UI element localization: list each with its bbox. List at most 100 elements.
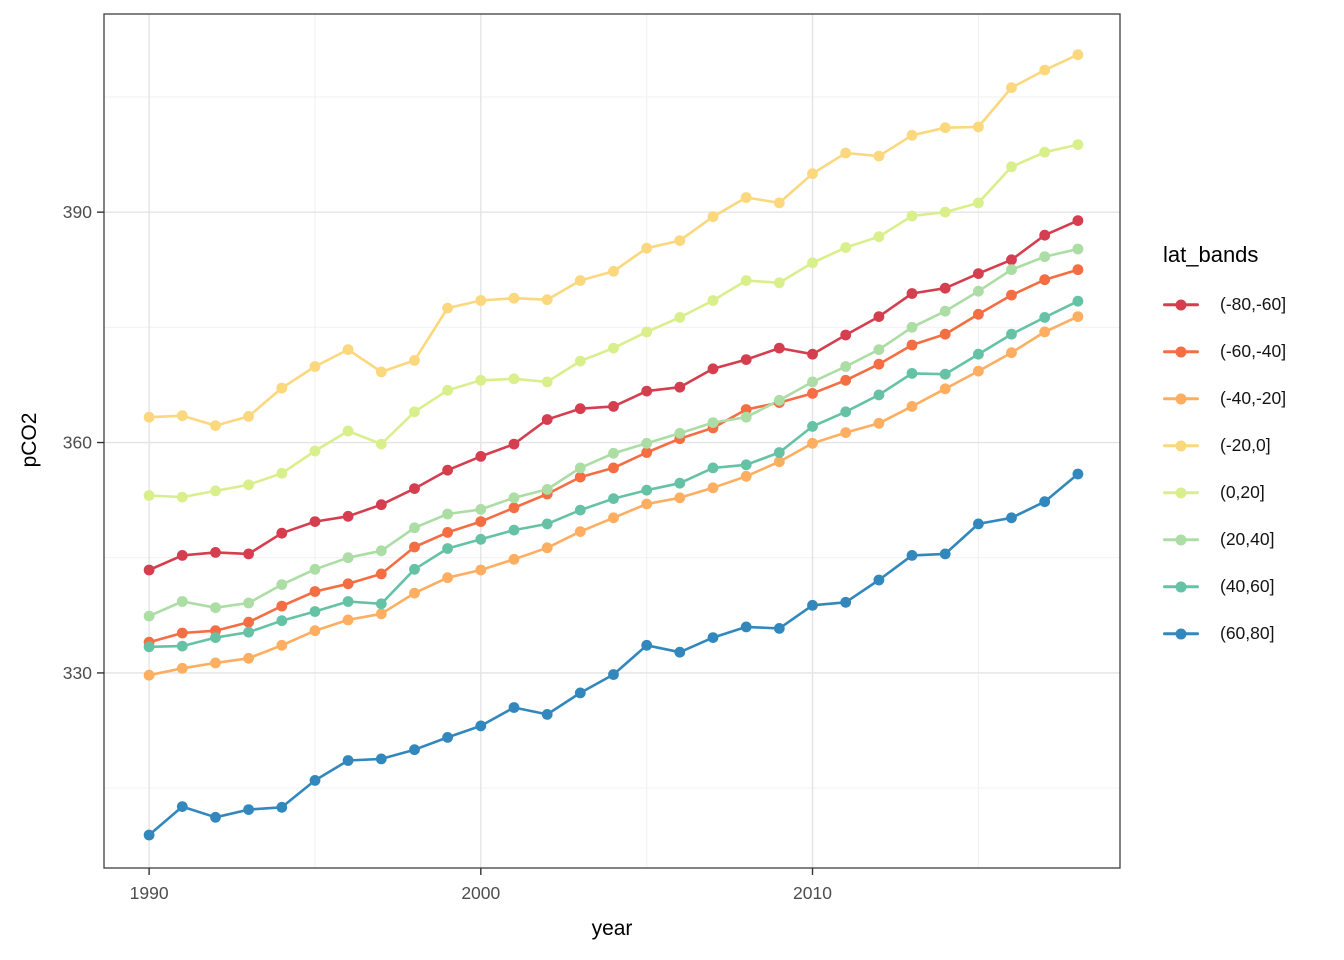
data-point: [541, 484, 553, 495]
data-point: [906, 210, 918, 222]
data-point: [541, 294, 553, 306]
data-point: [508, 502, 520, 514]
data-point: [210, 632, 221, 643]
data-point: [409, 406, 420, 418]
legend-key-dot: [1175, 393, 1187, 404]
legend-item-label: (20,40]: [1220, 529, 1275, 549]
data-point: [442, 464, 453, 476]
data-point: [641, 242, 653, 254]
data-point: [143, 411, 155, 423]
data-point: [243, 548, 255, 560]
data-point: [508, 553, 520, 565]
data-point: [475, 720, 487, 732]
legend-key-icon: [1163, 298, 1199, 311]
data-point: [442, 543, 453, 554]
data-point: [1072, 215, 1084, 227]
legend-item-0-20: (0,20]: [1163, 469, 1286, 516]
data-point: [1072, 468, 1084, 480]
data-point: [210, 485, 221, 497]
data-point: [276, 527, 288, 539]
data-point: [409, 522, 420, 534]
data-point: [773, 447, 785, 458]
data-point: [375, 366, 387, 378]
data-point: [641, 437, 653, 449]
data-point: [442, 384, 453, 396]
data-point: [342, 510, 354, 522]
data-point: [276, 579, 288, 590]
legend-key-icon: [1163, 627, 1199, 640]
data-point: [475, 504, 487, 515]
data-point: [475, 295, 487, 306]
data-point: [707, 417, 719, 428]
data-point: [143, 641, 155, 653]
legend-item-label: (40,60]: [1220, 576, 1275, 596]
data-point: [442, 527, 453, 538]
data-point: [309, 775, 321, 786]
data-point: [840, 242, 852, 253]
data-point: [906, 339, 918, 351]
data-point: [309, 625, 321, 637]
data-point: [276, 467, 288, 479]
data-point: [707, 462, 719, 474]
data-point: [906, 550, 918, 561]
data-point: [641, 484, 653, 496]
data-point: [807, 348, 818, 360]
data-point: [1006, 289, 1017, 301]
data-point: [574, 355, 586, 367]
data-point: [475, 564, 487, 576]
data-point: [309, 606, 321, 617]
data-point: [608, 669, 619, 680]
data-point: [210, 420, 221, 431]
data-point: [143, 490, 155, 501]
legend-item-neg80-neg60: (-80,-60]: [1163, 281, 1286, 328]
data-point: [176, 596, 188, 607]
series-points-0-20: [143, 139, 1084, 503]
data-point: [939, 206, 951, 218]
data-point: [409, 355, 420, 366]
legend-key-dot: [1175, 628, 1187, 639]
data-point: [475, 451, 487, 462]
data-point: [906, 288, 918, 299]
series-points-neg80-neg60: [143, 215, 1084, 576]
data-point: [873, 389, 885, 401]
data-point: [342, 552, 354, 564]
data-point: [773, 277, 785, 289]
data-point: [840, 374, 852, 386]
legend-key-icon: [1163, 533, 1199, 546]
data-point: [541, 414, 553, 425]
data-point: [840, 406, 852, 418]
data-point: [541, 376, 553, 388]
series-line-neg20-0: [147, 53, 1080, 427]
legend-item-60-80: (60,80]: [1163, 610, 1286, 657]
legend-title: lat_bands: [1163, 242, 1259, 267]
data-point: [707, 363, 719, 375]
data-point: [409, 541, 420, 553]
legend-item-40-60: (40,60]: [1163, 563, 1286, 610]
data-point: [906, 368, 918, 379]
series-points-20-40: [143, 243, 1084, 622]
data-point: [176, 410, 188, 422]
data-point: [1072, 264, 1084, 276]
data-point: [840, 147, 852, 159]
data-point: [674, 235, 686, 247]
data-point: [442, 302, 453, 314]
data-point: [574, 504, 586, 516]
data-point: [176, 801, 188, 812]
data-point: [541, 518, 553, 530]
data-point: [906, 401, 918, 412]
data-point: [707, 632, 719, 643]
data-point: [1072, 49, 1084, 61]
data-point: [973, 121, 984, 133]
data-point: [807, 388, 818, 399]
data-point: [608, 512, 619, 524]
data-point: [243, 626, 255, 638]
series-points-neg40-neg20: [143, 311, 1084, 681]
data-point: [574, 526, 586, 537]
legend-key-dot: [1175, 346, 1187, 357]
data-point: [176, 662, 188, 674]
data-point: [342, 614, 354, 626]
data-point: [143, 610, 155, 622]
data-point: [973, 518, 984, 530]
